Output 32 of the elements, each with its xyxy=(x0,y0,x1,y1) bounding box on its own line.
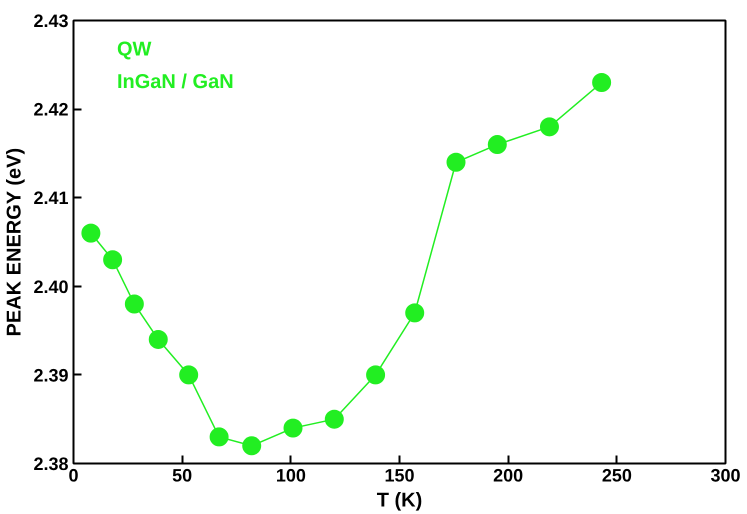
x-axis-title: T (K) xyxy=(376,490,422,512)
x-tick-label: 200 xyxy=(493,466,524,486)
point xyxy=(124,294,144,314)
x-tick-label: 250 xyxy=(602,466,632,486)
annotation: QW xyxy=(116,38,152,60)
y-axis-title: PEAK ENERGY (eV) xyxy=(3,148,26,336)
x-tick-label: 300 xyxy=(710,466,741,486)
point xyxy=(446,152,466,172)
annotation: InGaN / GaN xyxy=(116,71,234,94)
y-tick-label: 2.40 xyxy=(33,276,69,297)
x-tick-label: 0 xyxy=(68,466,79,486)
y-tick-label: 2.39 xyxy=(33,365,69,386)
point xyxy=(405,303,424,322)
x-tick-label: 150 xyxy=(384,466,415,486)
y-tick-label: 2.42 xyxy=(33,100,69,120)
point xyxy=(179,365,198,384)
point xyxy=(242,436,262,456)
x-tick-label: 100 xyxy=(276,466,306,486)
point xyxy=(540,117,559,136)
y-tick-label: 2.43 xyxy=(33,11,69,31)
point xyxy=(366,365,386,384)
point xyxy=(148,330,168,349)
y-tick-label: 2.41 xyxy=(33,188,69,208)
point xyxy=(210,427,229,446)
point xyxy=(284,418,303,438)
point xyxy=(324,410,344,429)
x-tick-label: 50 xyxy=(172,466,192,486)
y-tick-label: 2.38 xyxy=(33,454,69,474)
point xyxy=(488,135,507,154)
point xyxy=(81,224,100,243)
point xyxy=(103,250,122,270)
point xyxy=(592,73,612,92)
